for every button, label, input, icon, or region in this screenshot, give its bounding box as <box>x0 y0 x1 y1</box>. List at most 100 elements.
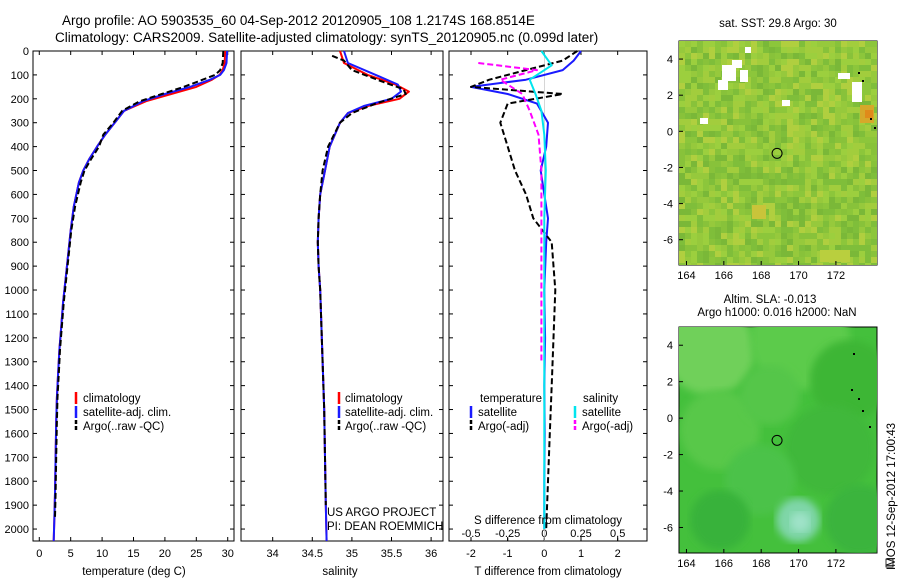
sst-cell <box>691 191 697 197</box>
sst-cell <box>679 65 685 71</box>
sst-cell <box>733 227 739 233</box>
difference-legend: temperature salinity satellite Argo(-adj… <box>469 393 633 433</box>
sst-cell <box>865 221 871 227</box>
sst-cell <box>811 173 817 179</box>
sst-cell <box>871 257 877 263</box>
sst-cell <box>727 245 733 251</box>
sst-cell <box>685 257 691 263</box>
sst-cell <box>739 245 745 251</box>
sst-cell <box>715 185 721 191</box>
sst-cell <box>811 155 817 161</box>
sst-cell <box>697 77 703 83</box>
sst-cell <box>835 191 841 197</box>
sst-cell <box>853 65 859 71</box>
sst-cell <box>811 89 817 95</box>
sst-cell <box>835 41 841 47</box>
sst-cell <box>811 179 817 185</box>
sst-cell <box>811 215 817 221</box>
sst-cell <box>787 77 793 83</box>
sst-cell <box>775 101 781 107</box>
sst-cell <box>847 77 853 83</box>
sst-map <box>679 41 877 265</box>
sst-cell <box>865 101 871 107</box>
sst-cell <box>721 221 727 227</box>
sst-cell <box>853 197 859 203</box>
sst-cell <box>805 191 811 197</box>
sst-cell <box>685 47 691 53</box>
sst-cell <box>823 173 829 179</box>
y-tick-label: 700 <box>11 213 29 225</box>
sst-cell <box>769 41 775 47</box>
sst-cell <box>739 185 745 191</box>
sst-cell <box>817 71 823 77</box>
sst-cell <box>835 155 841 161</box>
sst-cell <box>685 113 691 119</box>
sst-cell <box>757 227 763 233</box>
sst-cell <box>817 125 823 131</box>
sst-cell <box>721 167 727 173</box>
sst-cell <box>823 137 829 143</box>
sla-blob <box>740 365 800 425</box>
sst-cell <box>841 137 847 143</box>
sst-cell <box>745 65 751 71</box>
sst-cell <box>775 71 781 77</box>
sst-cell <box>709 191 715 197</box>
sst-cell <box>793 101 799 107</box>
sst-cell <box>841 113 847 119</box>
sst-cell <box>817 59 823 65</box>
sst-cell <box>697 125 703 131</box>
sst-cell <box>697 251 703 257</box>
sst-cell <box>829 215 835 221</box>
sst-cell <box>781 107 787 113</box>
sst-cell <box>817 239 823 245</box>
sst-cell <box>865 185 871 191</box>
sst-cell <box>793 167 799 173</box>
sst-cell <box>703 179 709 185</box>
sst-cell <box>775 209 781 215</box>
sst-cell <box>823 215 829 221</box>
sst-cell <box>853 53 859 59</box>
sst-cell <box>817 47 823 53</box>
sst-cell <box>769 233 775 239</box>
sst-cell <box>679 167 685 173</box>
sst-cell <box>787 173 793 179</box>
sst-cell <box>751 149 757 155</box>
sst-cell <box>799 239 805 245</box>
sst-cell <box>811 107 817 113</box>
sst-cell <box>793 161 799 167</box>
sst-cell <box>811 221 817 227</box>
sst-cell <box>805 71 811 77</box>
sst-cell <box>811 77 817 83</box>
sst-cell <box>715 197 721 203</box>
map-x-tick-label: 172 <box>827 270 845 282</box>
sst-cell <box>715 143 721 149</box>
sst-cell <box>799 119 805 125</box>
sst-cell <box>871 227 877 233</box>
map-x-tick-label: 170 <box>789 558 807 570</box>
sst-cell <box>679 125 685 131</box>
sst-cell <box>745 245 751 251</box>
sst-cell <box>697 215 703 221</box>
sst-cell <box>793 131 799 137</box>
sst-cell <box>679 77 685 83</box>
sst-cell <box>811 191 817 197</box>
sst-cell <box>763 47 769 53</box>
sst-cell <box>793 203 799 209</box>
sst-cell <box>691 59 697 65</box>
sst-missing-patch <box>700 118 708 124</box>
sst-cell <box>757 137 763 143</box>
sst-cell <box>757 83 763 89</box>
sst-cell <box>733 215 739 221</box>
sst-cell <box>775 119 781 125</box>
sst-cell <box>793 65 799 71</box>
sst-cell <box>763 155 769 161</box>
sst-cell <box>817 227 823 233</box>
sst-cell <box>685 143 691 149</box>
sst-cell <box>817 83 823 89</box>
sst-cell <box>799 233 805 239</box>
sst-cell <box>853 137 859 143</box>
sst-cell <box>727 89 733 95</box>
sst-missing-patch <box>740 70 748 82</box>
sst-cell <box>751 119 757 125</box>
sst-cell <box>739 227 745 233</box>
